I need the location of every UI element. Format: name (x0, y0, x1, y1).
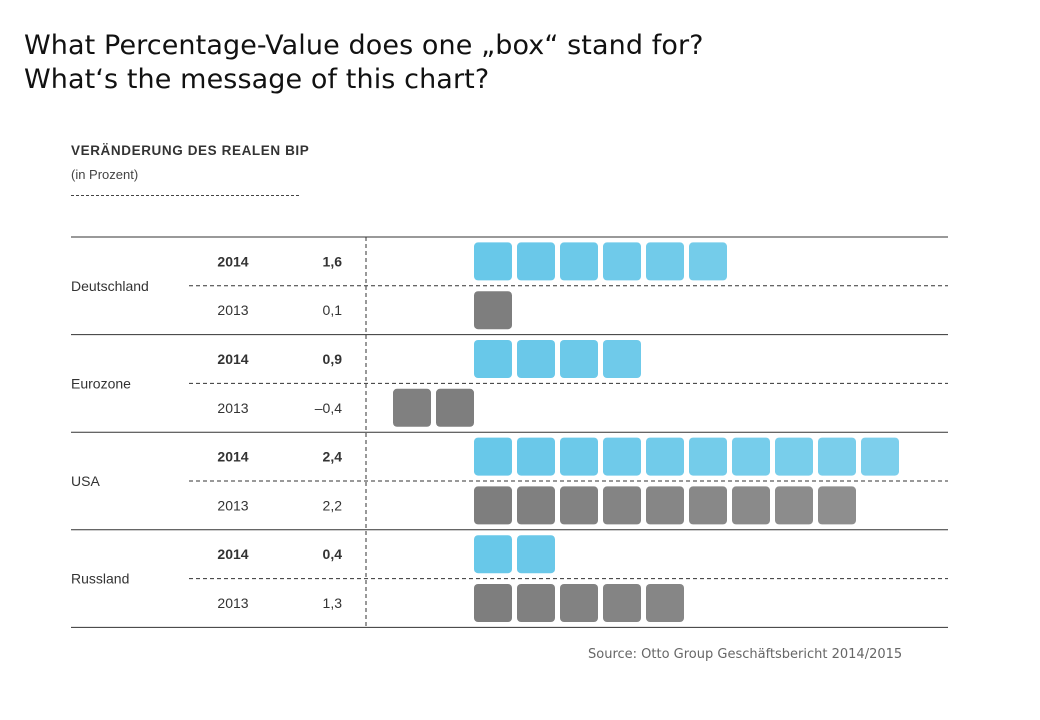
box-2014 (646, 437, 684, 476)
box-2014 (517, 340, 555, 378)
year-label: 2014 (217, 351, 248, 367)
box-2013 (603, 486, 641, 525)
box-2014 (689, 242, 727, 281)
box-2014 (646, 242, 684, 281)
country-label: USA (71, 473, 100, 489)
box-2014 (474, 340, 512, 378)
value-label: 0,1 (323, 302, 343, 318)
value-label: 2,2 (323, 497, 343, 513)
source-note: Source: Otto Group Geschäftsbericht 2014… (588, 647, 903, 662)
box-2014 (474, 242, 512, 281)
box-2013 (436, 388, 474, 427)
box-2013 (560, 584, 598, 622)
year-label: 2013 (217, 400, 248, 416)
box-2014 (603, 437, 641, 476)
question-line-1: What Percentage-Value does one „box“ sta… (24, 30, 704, 61)
chart-title: VERÄNDERUNG DES REALEN BIP (71, 143, 310, 158)
year-label: 2013 (217, 302, 248, 318)
box-2014 (560, 340, 598, 378)
box-2013 (393, 388, 431, 427)
box-2013 (474, 584, 512, 622)
box-2013 (474, 291, 512, 330)
box-2013 (603, 584, 641, 622)
value-label: 1,6 (323, 253, 343, 269)
box-2014 (560, 242, 598, 281)
box-2013 (646, 584, 684, 622)
box-2014 (560, 437, 598, 476)
box-2013 (646, 486, 684, 525)
box-2013 (517, 486, 555, 525)
box-2014 (818, 437, 856, 476)
box-2014 (474, 437, 512, 476)
box-2013 (517, 584, 555, 622)
value-label: 2,4 (323, 449, 343, 465)
title-divider (71, 195, 299, 196)
country-label: Deutschland (71, 278, 149, 294)
country-label: Eurozone (71, 375, 131, 391)
box-2014 (732, 437, 770, 476)
value-label: 0,9 (323, 351, 343, 367)
value-label: –0,4 (315, 400, 342, 416)
box-2014 (603, 340, 641, 378)
box-2013 (689, 486, 727, 525)
question-line-2: What‘s the message of this chart? (24, 64, 490, 95)
box-2013 (775, 486, 813, 525)
box-2014 (775, 437, 813, 476)
year-label: 2013 (217, 595, 248, 611)
box-2014 (603, 242, 641, 281)
year-label: 2014 (217, 449, 248, 465)
box-2013 (818, 486, 856, 525)
chart-subtitle: (in Prozent) (71, 167, 139, 182)
box-2014 (517, 242, 555, 281)
box-2014 (689, 437, 727, 476)
box-2013 (474, 486, 512, 525)
box-2014 (517, 535, 555, 574)
value-label: 1,3 (323, 595, 343, 611)
year-label: 2014 (217, 253, 248, 269)
year-label: 2014 (217, 546, 248, 562)
box-2014 (474, 535, 512, 574)
country-label: Russland (71, 571, 129, 587)
year-label: 2013 (217, 497, 248, 513)
box-2014 (517, 437, 555, 476)
box-2013 (732, 486, 770, 525)
box-2014 (861, 437, 899, 476)
box-2013 (560, 486, 598, 525)
value-label: 0,4 (323, 546, 343, 562)
